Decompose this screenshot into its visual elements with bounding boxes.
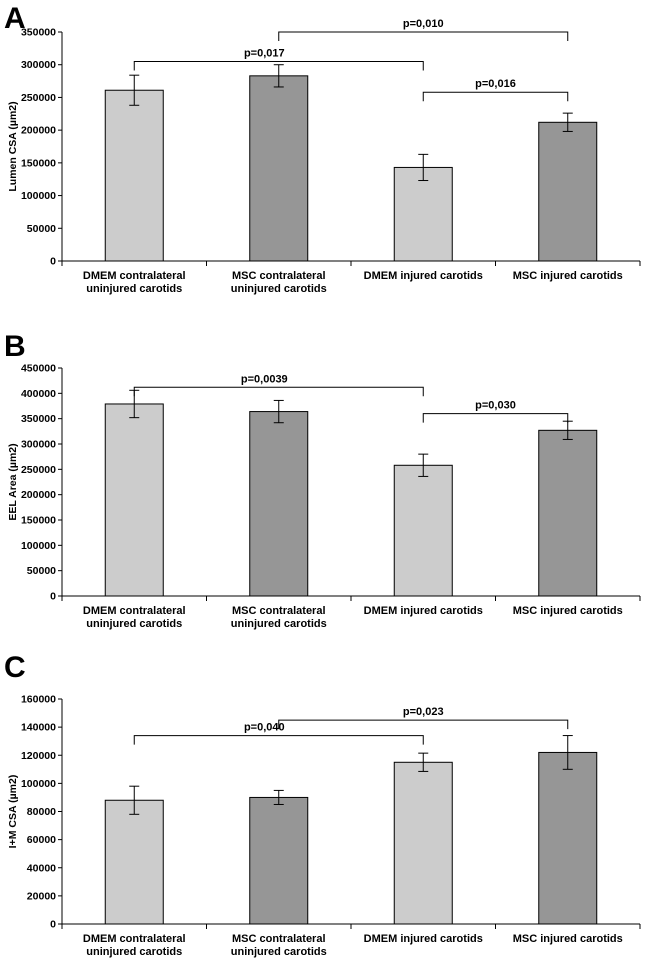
bar-c-0 xyxy=(104,799,164,925)
category-label-b-3-0: MSC injured carotids xyxy=(513,605,623,617)
significance-bracket-a-0 xyxy=(133,60,424,71)
chart-b-svg: B 0 50000 100000 150000 200000 250000 300000 350… xyxy=(4,330,641,630)
y-tick-label-c-7: 140000 xyxy=(21,722,56,734)
bar-c-2 xyxy=(393,761,453,925)
y-tick-label-b-1: 50000 xyxy=(27,565,56,577)
y-tick-label-c-1: 20000 xyxy=(27,890,56,902)
p-value-label-b-1: p=0,030 xyxy=(475,400,516,412)
significance-bracket-b-1 xyxy=(422,413,569,423)
y-tick-label-b-3: 150000 xyxy=(21,515,56,527)
category-label-c-0-1: uninjured carotids xyxy=(86,946,182,958)
y-axis-label-b: EEL Area (µm2) xyxy=(7,443,19,520)
category-label-c-1-0: MSC contralateral xyxy=(232,933,326,945)
significance-bracket-c-0 xyxy=(133,735,424,745)
bar-a-2 xyxy=(393,166,453,262)
y-tick-label-c-6: 120000 xyxy=(21,750,56,762)
panel-a: A 0 50000 100000 150000 200000 250000 300000 350… xyxy=(0,0,653,300)
category-label-a-0-0: DMEM contralateral xyxy=(83,270,186,282)
y-tick-label-c-8: 160000 xyxy=(21,694,56,706)
significance-bracket-a-1 xyxy=(278,31,569,41)
category-label-a-1-0: MSC contralateral xyxy=(232,270,326,282)
y-tick-label-b-0: 0 xyxy=(50,591,56,603)
bar-b-3 xyxy=(538,429,598,597)
y-tick-label-a-1: 50000 xyxy=(27,223,56,235)
panel-b: B 0 50000 100000 150000 200000 250000 300000 350… xyxy=(0,322,653,640)
y-axis-label-a: Lumen CSA (µm2) xyxy=(7,101,19,191)
category-label-b-1-0: MSC contralateral xyxy=(232,605,326,617)
y-tick-label-a-2: 100000 xyxy=(21,190,56,202)
bar-c-1 xyxy=(249,796,309,925)
y-axis-label-c: I+M CSA (µm2) xyxy=(7,775,19,849)
y-tick-label-c-5: 100000 xyxy=(21,778,56,790)
y-tick-label-c-4: 80000 xyxy=(27,806,56,818)
significance-bracket-a-2 xyxy=(422,91,569,102)
category-label-c-2-0: DMEM injured carotids xyxy=(364,933,483,945)
y-tick-label-b-4: 200000 xyxy=(21,489,56,501)
p-value-label-a-1: p=0,010 xyxy=(403,18,444,30)
y-tick-label-a-3: 150000 xyxy=(21,157,56,169)
p-value-label-a-2: p=0,016 xyxy=(475,78,516,90)
y-tick-label-a-4: 200000 xyxy=(21,125,56,137)
chart-c-svg: C 0 20000 40000 60000 80000 100000 120000 140000… xyxy=(4,651,641,958)
y-tick-label-c-0: 0 xyxy=(50,919,56,931)
panel-c: C 0 20000 40000 60000 80000 100000 120000 140000… xyxy=(0,646,653,962)
y-tick-label-a-0: 0 xyxy=(50,256,56,268)
bar-a-1 xyxy=(249,75,309,262)
y-tick-label-b-6: 300000 xyxy=(21,439,56,451)
y-tick-label-b-2: 100000 xyxy=(21,540,56,552)
p-value-label-a-0: p=0,017 xyxy=(244,47,285,59)
y-tick-label-a-6: 300000 xyxy=(21,59,56,71)
chart-a-svg: A 0 50000 100000 150000 200000 250000 300000 350… xyxy=(4,2,641,295)
y-tick-label-b-8: 400000 xyxy=(21,388,56,400)
p-value-label-b-0: p=0,0039 xyxy=(241,373,288,385)
category-label-a-2-0: DMEM injured carotids xyxy=(364,270,483,282)
bar-a-3 xyxy=(538,121,598,262)
bar-c-3 xyxy=(538,751,598,925)
category-label-b-0-0: DMEM contralateral xyxy=(83,605,186,617)
bar-b-0 xyxy=(104,403,164,597)
significance-bracket-b-0 xyxy=(133,386,424,397)
panel-letter-a: A xyxy=(4,2,26,35)
category-label-c-3-0: MSC injured carotids xyxy=(513,933,623,945)
p-value-label-c-1: p=0,023 xyxy=(403,706,444,718)
y-tick-label-b-9: 450000 xyxy=(21,363,56,375)
bar-a-0 xyxy=(104,89,164,262)
category-label-c-0-0: DMEM contralateral xyxy=(83,933,186,945)
category-label-b-2-0: DMEM injured carotids xyxy=(364,605,483,617)
p-value-label-c-0: p=0,040 xyxy=(244,722,285,734)
significance-bracket-c-1 xyxy=(278,719,569,730)
category-label-b-1-1: uninjured carotids xyxy=(231,618,327,630)
category-label-a-0-1: uninjured carotids xyxy=(86,283,182,295)
y-tick-label-c-2: 40000 xyxy=(27,862,56,874)
category-label-c-1-1: uninjured carotids xyxy=(231,946,327,958)
category-label-a-1-1: uninjured carotids xyxy=(231,283,327,295)
category-label-a-3-0: MSC injured carotids xyxy=(513,270,623,282)
y-tick-label-c-3: 60000 xyxy=(27,834,56,846)
panel-letter-c: C xyxy=(4,651,26,684)
y-tick-label-a-7: 350000 xyxy=(21,27,56,39)
category-label-b-0-1: uninjured carotids xyxy=(86,618,182,630)
bar-b-2 xyxy=(393,464,453,597)
y-tick-label-a-5: 250000 xyxy=(21,92,56,104)
bar-b-1 xyxy=(249,411,309,597)
panel-letter-b: B xyxy=(4,330,26,363)
y-tick-label-b-5: 250000 xyxy=(21,464,56,476)
y-tick-label-b-7: 350000 xyxy=(21,413,56,425)
